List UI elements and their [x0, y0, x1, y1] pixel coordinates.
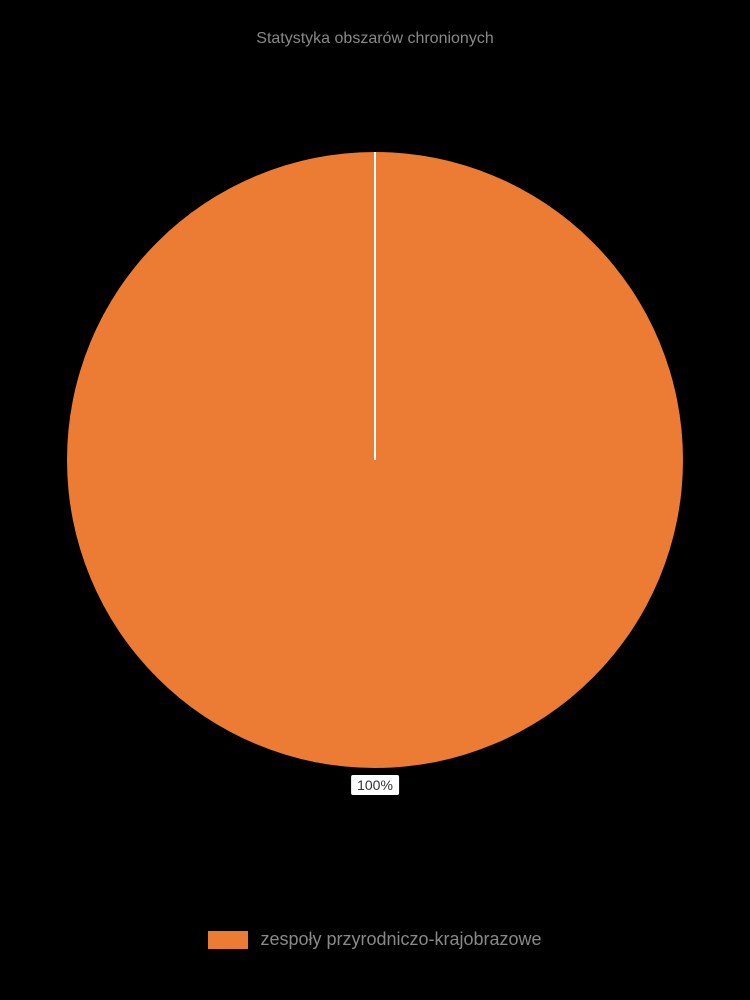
chart-title: Statystyka obszarów chronionych [0, 30, 750, 48]
pie-data-label: 100% [351, 775, 399, 795]
legend-swatch-0 [208, 931, 248, 949]
pie-chart [65, 150, 685, 770]
legend-label-0: zespoły przyrodniczo-krajobrazowe [260, 929, 541, 950]
pie-svg [65, 150, 685, 770]
chart-legend: zespoły przyrodniczo-krajobrazowe [0, 929, 750, 950]
chart-container: Statystyka obszarów chronionych 100% zes… [0, 0, 750, 1000]
